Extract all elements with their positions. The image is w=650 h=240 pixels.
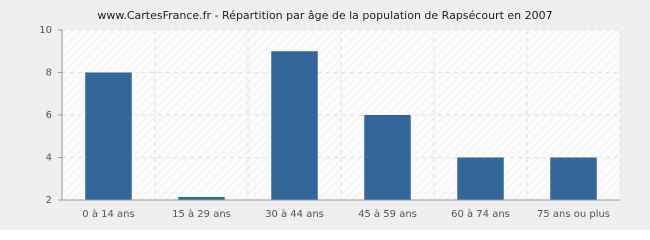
x-tick-label: 15 à 29 ans — [172, 208, 231, 220]
x-tick-label: 60 à 74 ans — [451, 208, 510, 220]
x-tick-label: 45 à 59 ans — [358, 208, 417, 220]
y-tick-label: 10 — [39, 25, 52, 36]
y-tick-label: 4 — [46, 153, 52, 164]
y-tick-label: 2 — [46, 195, 52, 206]
bar — [457, 157, 504, 200]
x-tick-label: 75 ans ou plus — [537, 209, 610, 220]
bar — [364, 115, 411, 200]
chart-title: www.CartesFrance.fr - Répartition par âg… — [97, 9, 552, 22]
y-tick-label: 6 — [46, 110, 52, 121]
y-tick-label: 8 — [46, 68, 52, 79]
chart: www.CartesFrance.fr - Répartition par âg… — [0, 0, 650, 230]
x-tick-label: 0 à 14 ans — [82, 208, 134, 220]
x-tick-label: 30 à 44 ans — [265, 208, 324, 220]
bar — [271, 51, 318, 200]
bar — [178, 197, 225, 200]
page: {"chart_data": {"type": "bar", "title": … — [0, 0, 650, 230]
bar — [550, 157, 597, 200]
bar — [85, 72, 132, 200]
